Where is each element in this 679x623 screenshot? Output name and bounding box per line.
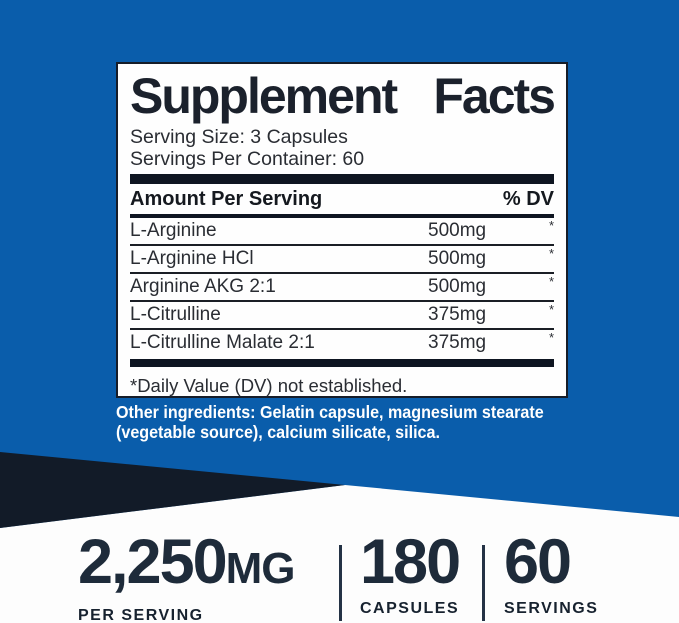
stat-servings: 60 SERVINGS (504, 527, 599, 618)
ingredient-values: 500mg * (428, 274, 554, 298)
ingredient-name: Arginine AKG 2:1 (130, 276, 276, 297)
table-header: Amount Per Serving % DV (130, 184, 554, 214)
ingredient-amount: 500mg (428, 276, 487, 297)
ingredient-name: L-Arginine (130, 220, 217, 241)
ingredient-row: L-Arginine HCl 500mg * (130, 246, 554, 274)
dv-footnote: *Daily Value (DV) not established. (130, 375, 408, 396)
ingredient-rows: L-Arginine 500mg * L-Arginine HCl 500mg … (130, 218, 554, 356)
ingredient-row: L-Arginine 500mg * (130, 218, 554, 246)
stat-per-serving-label: PER SERVING (78, 607, 204, 623)
stat-per-serving-unit: MG (225, 544, 296, 593)
ingredient-name: L-Citrulline Malate 2:1 (130, 332, 315, 353)
ingredient-amount: 375mg (428, 332, 487, 353)
stat-per-serving: 2,250 MG PER SERVING (78, 527, 296, 623)
stat-capsules-value: 180 (360, 527, 461, 597)
stat-servings-label: SERVINGS (504, 600, 599, 617)
stat-capsules-label: CAPSULES (360, 600, 460, 617)
serving-size-text: Serving Size: 3 Capsules (130, 126, 348, 148)
ingredient-amount: 375mg (428, 304, 487, 325)
ingredient-amount: 500mg (428, 248, 487, 269)
ingredient-row: L-Citrulline 375mg * (130, 302, 554, 330)
stat-per-serving-value: 2,250 MG (78, 527, 296, 598)
stat-capsules: 180 CAPSULES (360, 527, 461, 618)
other-ingredients-line2: (vegetable source), calcium silicate, si… (116, 421, 440, 442)
stat-divider-1 (339, 545, 342, 621)
ingredient-values: 375mg * (428, 302, 554, 326)
ingredient-name: L-Arginine HCl (130, 248, 254, 269)
panel-title: Supplement Facts (130, 68, 556, 124)
divider-bar-top (130, 174, 554, 184)
other-ingredients: Other ingredients: Gelatin capsule, magn… (116, 402, 548, 442)
ingredient-row: L-Citrulline Malate 2:1 375mg * (130, 330, 554, 356)
ingredient-amount: 500mg (428, 220, 487, 241)
panel-title-word1: Supplement (130, 68, 398, 124)
percent-dv-header: % DV (502, 188, 554, 210)
ingredient-dv-asterisk: * (548, 274, 554, 289)
supplement-facts-panel: Supplement Facts Serving Size: 3 Capsule… (116, 62, 568, 398)
stat-divider-2 (482, 545, 485, 621)
ingredient-values: 375mg * (428, 330, 554, 354)
other-ingredients-line1: Other ingredients: Gelatin capsule, magn… (116, 402, 544, 422)
servings-per-container-text: Servings Per Container: 60 (130, 147, 365, 170)
stat-capsules-number: 180 (360, 527, 461, 597)
panel-title-word2: Facts (433, 68, 556, 124)
stat-per-serving-number: 2,250 (78, 527, 228, 597)
ingredient-name: L-Citrulline (130, 304, 221, 325)
ingredient-dv-asterisk: * (548, 218, 554, 233)
amount-per-serving-header: Amount Per Serving (130, 188, 323, 210)
ingredient-values: 500mg * (428, 246, 554, 270)
stat-servings-value: 60 (504, 527, 598, 597)
ingredient-values: 500mg * (428, 218, 554, 242)
ingredient-dv-asterisk: * (548, 330, 554, 345)
ingredient-dv-asterisk: * (548, 302, 554, 317)
divider-bar-bottom (130, 359, 554, 367)
stat-servings-number: 60 (504, 527, 572, 597)
header-underline (130, 214, 554, 218)
ingredient-row: Arginine AKG 2:1 500mg * (130, 274, 554, 302)
ingredient-dv-asterisk: * (548, 246, 554, 261)
